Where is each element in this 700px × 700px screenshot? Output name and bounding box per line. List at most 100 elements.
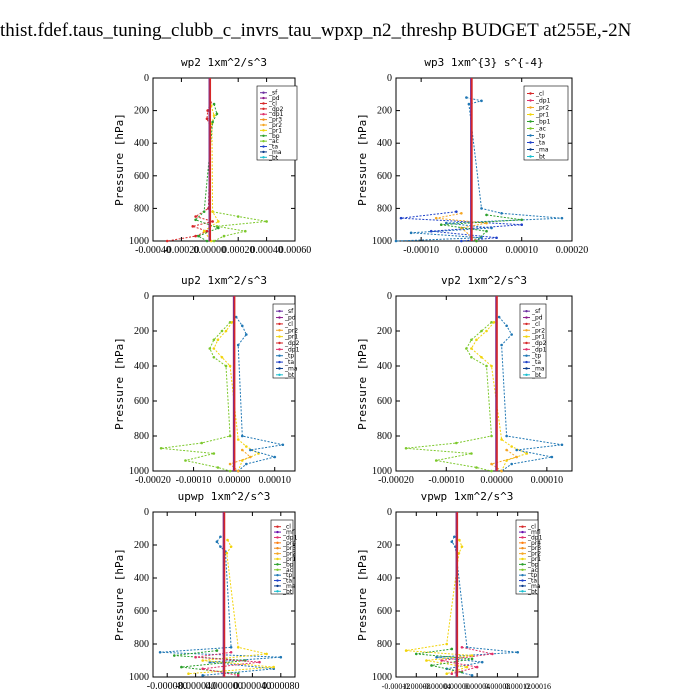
series-point — [212, 114, 216, 117]
series-point — [258, 660, 261, 664]
series-point — [194, 218, 197, 222]
legend-label: _pd — [268, 95, 280, 102]
series-point — [229, 650, 233, 654]
series-point — [245, 462, 248, 466]
legend-swatch — [525, 309, 528, 313]
series-point — [475, 338, 478, 342]
legend-label: _ta — [535, 140, 545, 147]
legend-label: _pd — [284, 315, 296, 322]
series-line — [436, 536, 518, 676]
series-point — [480, 99, 483, 103]
legend-swatch — [529, 120, 532, 123]
y-tick-label: 600 — [377, 606, 392, 617]
series-point — [455, 441, 458, 445]
legend-swatch — [276, 590, 279, 593]
legend-label: _pr1 — [531, 334, 545, 341]
legend-label: _sf — [531, 308, 541, 315]
y-tick-label: 0 — [144, 507, 149, 518]
legend-swatch — [278, 354, 281, 357]
legend-label: _pr1 — [535, 112, 549, 119]
series-point — [187, 672, 190, 675]
plot-frame — [395, 511, 539, 678]
y-tick-label: 400 — [377, 361, 392, 372]
series-line — [213, 322, 260, 472]
legend-label: _ma — [527, 583, 541, 590]
legend-swatch — [521, 552, 524, 555]
series-point — [212, 239, 216, 243]
series-point — [215, 540, 219, 543]
y-tick-label: 600 — [134, 171, 149, 182]
series-point — [159, 446, 163, 450]
y-tick-label: 400 — [134, 573, 149, 584]
series-point — [414, 652, 418, 656]
series-point — [453, 535, 456, 539]
panel-6: vpwp 1xm^2/s^3 Pressure [hPa] 0 200 400 600 80… — [356, 490, 551, 691]
legend-swatch — [521, 530, 524, 534]
series-point — [212, 347, 216, 350]
legend-label: _dp1 — [268, 111, 284, 118]
legend-swatch — [521, 563, 524, 566]
legend-label: _dp1 — [535, 98, 551, 105]
legend-label: _ta — [531, 359, 541, 366]
series-point — [460, 239, 463, 243]
series-point — [194, 234, 197, 238]
series-point — [197, 234, 200, 238]
legend-label: _ta — [282, 578, 292, 585]
series-line — [167, 102, 215, 242]
series-point — [505, 324, 508, 328]
series-point — [228, 434, 232, 438]
series-point — [201, 667, 204, 671]
series-point — [439, 223, 443, 226]
legend-swatch — [525, 329, 528, 332]
panel-5: upwp 1xm^2/s^3 Pressure [hPa] 0 200 400 600 80… — [113, 490, 300, 692]
y-tick-label: 600 — [377, 396, 392, 407]
legend-label: _pr1 — [527, 556, 541, 563]
series-point — [404, 446, 408, 450]
legend-swatch — [525, 341, 528, 345]
legend-swatch — [525, 316, 528, 319]
x-tick-label: -0.00010 — [403, 245, 439, 256]
x-tick-label: 0.00040 — [250, 245, 283, 256]
series-point — [265, 652, 268, 656]
legend-swatch — [276, 530, 279, 534]
y-tick-label: 400 — [134, 138, 149, 149]
series-point — [224, 364, 228, 368]
x-tick-label: -0.00020 — [163, 245, 199, 256]
series-point — [281, 443, 285, 447]
series-line — [160, 536, 281, 676]
legend-label: _pr4 — [527, 540, 541, 547]
y-axis-label: Pressure [hPa] — [356, 337, 369, 430]
series-point — [505, 434, 508, 438]
series-point — [225, 551, 229, 555]
series-point — [470, 355, 473, 359]
x-tick-label: 0.00010 — [531, 475, 564, 486]
plot-title: wp3 1xm^{3} s^{-4} — [424, 56, 543, 69]
legend-box — [523, 85, 569, 161]
series-point — [515, 455, 518, 459]
legend-label: _bp1 — [535, 119, 551, 126]
x-tick-label: 0.000040 — [234, 681, 272, 692]
series-line — [406, 321, 493, 472]
legend-swatch — [278, 341, 281, 345]
series-point — [158, 650, 162, 654]
series-point — [240, 448, 244, 452]
legend-swatch — [529, 141, 532, 144]
legend-label: _ma — [535, 147, 549, 154]
series-point — [222, 234, 226, 238]
x-tick-label: 0.00000 — [455, 245, 488, 256]
x-tick-label: 0.000000 — [205, 681, 243, 692]
legend-label: _cl — [527, 524, 536, 531]
series-point — [200, 441, 203, 445]
legend-swatch — [276, 573, 279, 577]
series-point — [485, 364, 488, 368]
legend-label: _ma — [284, 365, 298, 372]
y-tick-label: 1000 — [129, 672, 149, 683]
x-tick-label: 0.00000 — [194, 245, 227, 256]
series-point — [490, 364, 493, 368]
series-line — [490, 449, 518, 472]
legend-label: _pr2 — [531, 327, 545, 334]
x-tick-label: 0.00000 — [218, 475, 251, 486]
series-point — [272, 665, 276, 669]
legend-swatch — [278, 360, 281, 364]
plot-frame — [152, 295, 296, 472]
